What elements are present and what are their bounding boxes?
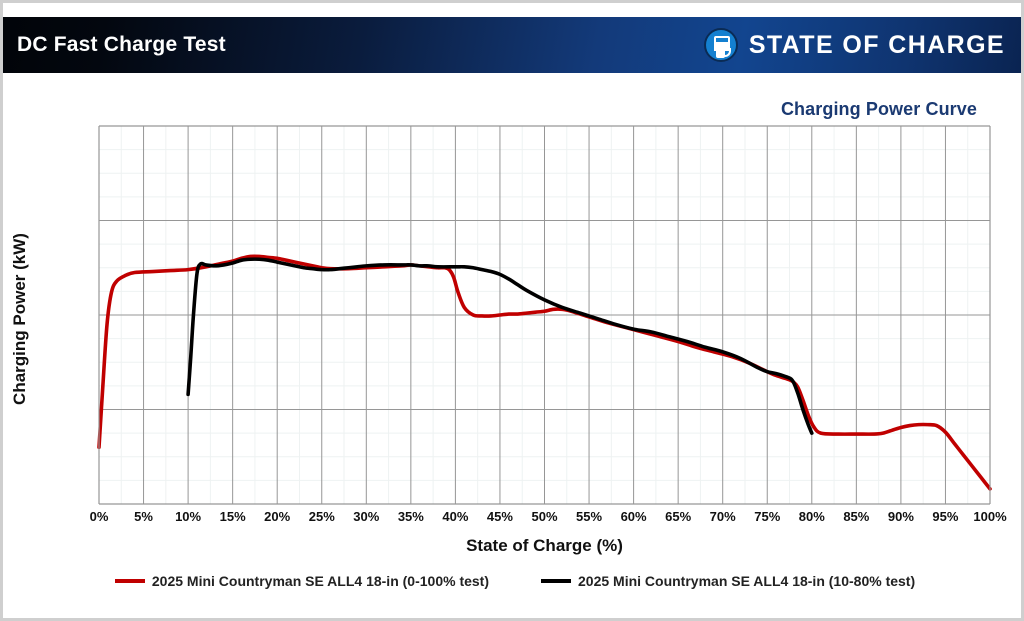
legend-item[interactable]: 2025 Mini Countryman SE ALL4 18-in (0-10… <box>114 573 489 589</box>
x-tick-label: 35% <box>397 509 424 524</box>
x-tick-label: 100% <box>973 509 1007 524</box>
legend-label: 2025 Mini Countryman SE ALL4 18-in (10-8… <box>578 573 916 589</box>
series-line-1 <box>186 257 814 435</box>
x-tick-label: 30% <box>353 509 380 524</box>
x-tick-label: 15% <box>219 509 246 524</box>
legend-label: 2025 Mini Countryman SE ALL4 18-in (0-10… <box>151 573 489 589</box>
legend-swatch-icon <box>541 579 571 583</box>
x-tick-label: 20% <box>264 509 291 524</box>
x-tick-label: 80% <box>798 509 825 524</box>
brand: STATE OF CHARGE <box>703 28 1005 62</box>
x-tick-label: 90% <box>887 509 914 524</box>
plot-svg <box>97 125 992 505</box>
ev-charging-station-icon <box>703 28 738 62</box>
brand-name: STATE OF CHARGE <box>748 30 1005 59</box>
legend-swatch-icon <box>114 579 145 583</box>
x-tick-label: 0% <box>89 509 109 524</box>
x-tick-label: 50% <box>531 509 558 524</box>
series-line-0 <box>97 254 992 491</box>
chart-title: Charging Power Curve <box>780 99 977 119</box>
x-tick-label: 40% <box>442 509 469 524</box>
app-header: DC Fast Charge Test STATE OF CHARGE <box>3 17 1021 73</box>
x-tick-label: 55% <box>576 509 603 524</box>
legend-item[interactable]: 2025 Mini Countryman SE ALL4 18-in (10-8… <box>541 573 915 589</box>
x-tick-label: 10% <box>175 509 202 524</box>
chart-legend: 2025 Mini Countryman SE ALL4 18-in (0-10… <box>3 573 1021 589</box>
x-tick-label: 60% <box>620 509 647 524</box>
x-tick-label: 45% <box>486 509 513 524</box>
x-tick-label: 5% <box>134 509 153 524</box>
page-title: DC Fast Charge Test <box>17 33 226 56</box>
x-tick-label: 85% <box>843 509 870 524</box>
x-tick-label: 70% <box>709 509 736 524</box>
x-tick-label: 95% <box>932 509 959 524</box>
x-axis-title: State of Charge (%) <box>466 536 623 555</box>
x-tick-label: 75% <box>754 509 781 524</box>
x-tick-label: 25% <box>308 509 335 524</box>
x-tick-label: 65% <box>665 509 692 524</box>
chart-area: Charging Power (kW) State of Charge (%) … <box>3 3 1021 618</box>
